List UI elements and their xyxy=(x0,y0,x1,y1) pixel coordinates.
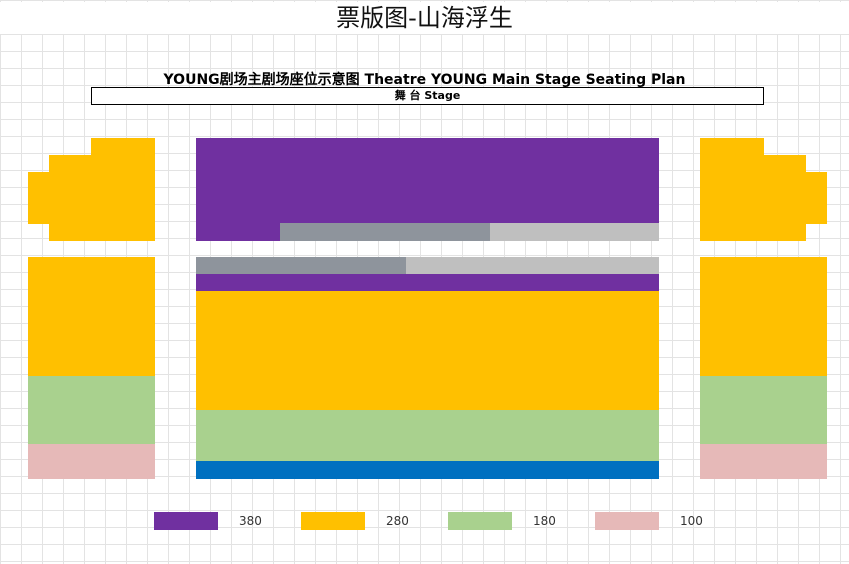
right-upper-section[interactable] xyxy=(700,138,764,156)
right-upper-section[interactable] xyxy=(700,172,827,224)
reserved-light-gray-row xyxy=(490,223,659,241)
center-front-section[interactable] xyxy=(196,223,281,241)
legend-swatch-100 xyxy=(595,512,659,530)
seating-plan-title: YOUNG剧场主剧场座位示意图 Theatre YOUNG Main Stage… xyxy=(163,72,686,88)
reserved-dark-gray-row xyxy=(280,223,491,241)
legend-label-280: 280 xyxy=(386,514,409,528)
legend-label-380: 380 xyxy=(239,514,262,528)
left-upper-section[interactable] xyxy=(28,172,155,224)
left-upper-section[interactable] xyxy=(91,138,155,156)
legend-swatch-380 xyxy=(154,512,218,530)
legend-label-180: 180 xyxy=(533,514,556,528)
left-upper-section[interactable] xyxy=(49,223,155,241)
left-middle-section[interactable] xyxy=(28,257,155,377)
reserved-light-gray-row xyxy=(406,257,659,275)
right-last-section[interactable] xyxy=(700,444,827,479)
center-front-section[interactable] xyxy=(196,138,659,224)
right-rear-section[interactable] xyxy=(700,376,827,445)
left-last-section[interactable] xyxy=(28,444,155,479)
center-rear-section[interactable] xyxy=(196,410,659,462)
right-middle-section[interactable] xyxy=(700,257,827,377)
right-upper-section[interactable] xyxy=(700,155,806,173)
right-upper-section[interactable] xyxy=(700,223,806,241)
left-upper-section[interactable] xyxy=(49,155,155,173)
legend-swatch-180 xyxy=(448,512,512,530)
legend-label-100: 100 xyxy=(680,514,703,528)
reserved-dark-gray-row xyxy=(196,257,407,275)
center-middle-section[interactable] xyxy=(196,291,659,411)
center-last-row xyxy=(196,461,659,479)
legend-swatch-280 xyxy=(301,512,365,530)
center-middle-purple-row[interactable] xyxy=(196,274,659,292)
left-rear-section[interactable] xyxy=(28,376,155,445)
page-title: 票版图-山海浮生 xyxy=(0,2,849,34)
stage: 舞 台 Stage xyxy=(91,87,764,105)
